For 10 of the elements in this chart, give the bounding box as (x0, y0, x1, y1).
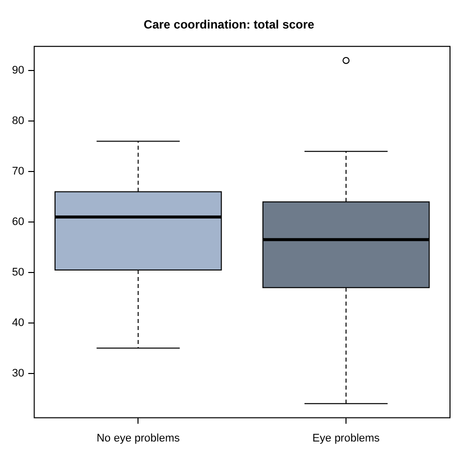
x-tick-label: No eye problems (96, 432, 180, 444)
y-tick-label: 40 (12, 316, 24, 329)
y-tick-label: 30 (12, 367, 24, 380)
y-tick-label: 60 (12, 216, 24, 228)
y-tick-label: 80 (12, 115, 24, 128)
y-tick-label: 90 (12, 64, 24, 77)
chart-title: Care coordination: total score (144, 18, 315, 32)
x-tick-label: Eye problems (312, 432, 380, 444)
y-tick-label: 70 (12, 166, 24, 178)
y-tick-label: 50 (12, 266, 24, 278)
